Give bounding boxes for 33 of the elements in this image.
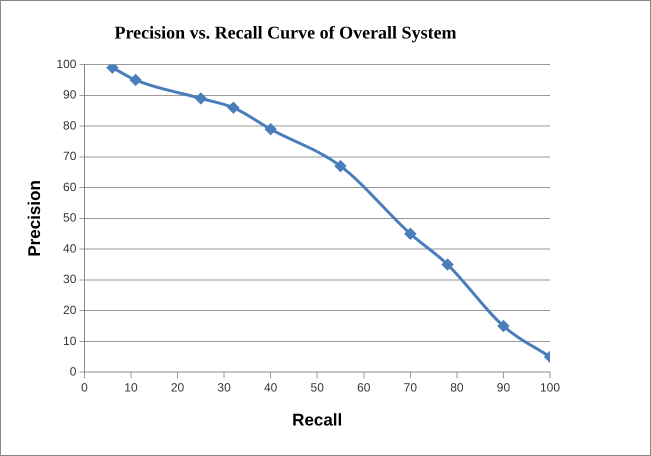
point: [227, 102, 240, 114]
x-tick-label: 60: [357, 380, 371, 395]
x-tick-label: 0: [81, 380, 88, 395]
y-axis-title: Precision: [24, 180, 44, 257]
x-tick-label: 30: [217, 380, 232, 395]
point: [130, 74, 142, 86]
x-tick-label: 50: [310, 380, 324, 395]
y-tick-label: 80: [63, 118, 77, 132]
point: [264, 123, 277, 136]
point: [497, 320, 510, 332]
chart-title: Precision vs. Recall Curve of Overall System: [114, 22, 457, 42]
y-tick-label: 50: [63, 210, 77, 225]
x-axis-title: Recall: [292, 410, 342, 430]
x-tick-label: 10: [124, 380, 138, 395]
y-tick-label: 10: [63, 334, 77, 348]
x-tick-label: 40: [264, 380, 278, 395]
x-tick-label: 70: [404, 380, 418, 395]
point: [442, 258, 454, 271]
x-tick-label: 100: [540, 380, 560, 395]
point: [194, 92, 207, 104]
y-tick-label: 40: [63, 241, 77, 256]
x-tick-label: 80: [450, 380, 464, 395]
y-tick-label: 30: [63, 272, 77, 286]
y-tick-label: 20: [63, 302, 77, 317]
y-tick-label: 90: [63, 88, 77, 102]
y-tick-label: 0: [70, 364, 77, 379]
x-tick-label: 90: [496, 380, 510, 395]
y-tick-label: 70: [63, 149, 77, 164]
point: [404, 228, 416, 240]
point: [334, 160, 346, 172]
y-tick-label: 100: [56, 56, 77, 71]
y-tick-label: 60: [63, 180, 77, 194]
x-tick-label: 20: [170, 380, 185, 395]
